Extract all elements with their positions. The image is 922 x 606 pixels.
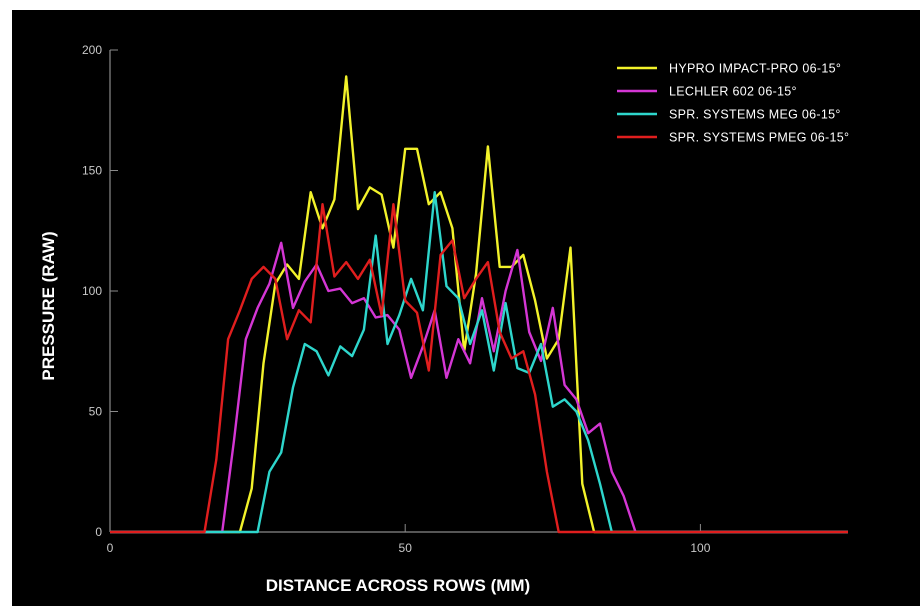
legend-label-3: SPR. SYSTEMS MEG 06-15°: [669, 108, 841, 122]
line-chart: 0 50 100 150 200 0 50 100 HYPRO IMPACT-PRO 06-1…: [39, 43, 849, 595]
y-tick-label: 0: [95, 525, 102, 539]
x-tick-label: 100: [690, 541, 710, 555]
series-layer: [110, 75, 848, 534]
legend: HYPRO IMPACT-PRO 06-15° LECHLER 602 06-15…: [617, 62, 849, 145]
legend-label-4: SPR. SYSTEMS PMEG 06-15°: [669, 131, 849, 145]
chart-area: 0 50 100 150 200 0 50 100 HYPRO IMPACT-PRO 06-1…: [12, 10, 920, 606]
y-axis-title: PRESSURE (RAW): [39, 231, 58, 380]
series-line-1: [110, 75, 848, 534]
legend-label-1: HYPRO IMPACT-PRO 06-15°: [669, 62, 841, 76]
y-tick-label: 150: [82, 164, 102, 178]
legend-label-2: LECHLER 602 06-15°: [669, 85, 797, 99]
y-tick-label: 50: [89, 405, 103, 419]
series-line-2: [110, 241, 848, 534]
x-tick-label: 0: [107, 541, 114, 555]
y-tick-label: 100: [82, 284, 102, 298]
x-axis-title: DISTANCE ACROSS ROWS (MM): [266, 576, 530, 595]
y-tick-label: 200: [82, 43, 102, 57]
x-tick-label: 50: [399, 541, 413, 555]
series-line-3: [110, 191, 848, 534]
series-line-4: [110, 203, 848, 534]
